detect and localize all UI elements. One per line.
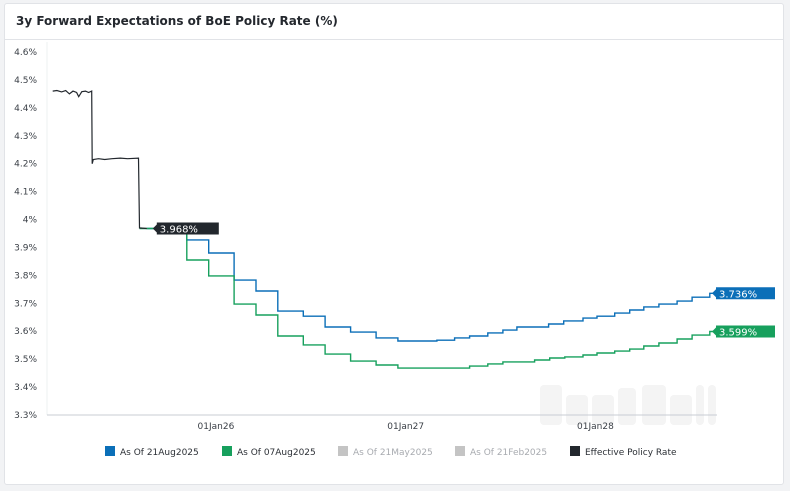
- legend-label: As Of 21May2025: [353, 448, 433, 458]
- watermark-logo-shape: [670, 395, 692, 425]
- x-tick-label: 01Jan28: [577, 422, 614, 432]
- end-label-07aug2025: 3.599%: [719, 328, 757, 339]
- series-line-4: [52, 89, 147, 230]
- y-tick-label: 3.9%: [14, 243, 37, 253]
- end-label-21aug2025: 3.736%: [719, 289, 757, 300]
- legend-item-0[interactable]: As Of 21Aug2025: [105, 446, 199, 458]
- legend-swatch: [338, 446, 348, 456]
- watermark-logo-shape: [592, 395, 614, 425]
- y-tick-label: 3.7%: [14, 299, 37, 309]
- watermark-logo-shape: [566, 395, 588, 425]
- y-tick-label: 4.1%: [14, 188, 37, 198]
- y-tick-label: 3.4%: [14, 383, 37, 393]
- x-tick-label: 01Jan27: [387, 422, 424, 432]
- legend-label: As Of 07Aug2025: [237, 448, 316, 458]
- series-line-0: [146, 227, 715, 342]
- legend-swatch: [105, 446, 115, 456]
- chart-card: 3y Forward Expectations of BoE Policy Ra…: [4, 3, 784, 485]
- legend-label: Effective Policy Rate: [585, 448, 677, 458]
- legend-swatch: [570, 446, 580, 456]
- end-label-effective-rate-box: [152, 222, 219, 235]
- legend-item-2[interactable]: As Of 21May2025: [338, 446, 433, 458]
- legend-swatch: [222, 446, 232, 456]
- legend-item-4[interactable]: Effective Policy Rate: [570, 446, 677, 458]
- y-tick-label: 4.5%: [14, 76, 37, 86]
- watermark-logo-shape: [618, 388, 636, 425]
- watermark-logo-shape: [540, 385, 562, 425]
- title-divider: [5, 39, 783, 40]
- legend-swatch: [455, 446, 465, 456]
- y-tick-label: 3.8%: [14, 271, 37, 281]
- y-tick-label: 3.3%: [14, 411, 37, 421]
- y-tick-label: 4.6%: [14, 48, 37, 58]
- y-tick-label: 3.6%: [14, 327, 37, 337]
- legend-item-1[interactable]: As Of 07Aug2025: [222, 446, 316, 458]
- chart-title: 3y Forward Expectations of BoE Policy Ra…: [16, 14, 338, 28]
- series-line-1: [139, 227, 715, 369]
- legend-label: As Of 21Feb2025: [470, 448, 547, 458]
- watermark-logo-shape: [708, 385, 716, 425]
- watermark-logo-shape: [642, 385, 666, 425]
- y-tick-label: 4.3%: [14, 132, 37, 142]
- end-label-07aug2025-box: [712, 325, 775, 338]
- end-label-21aug2025-box: [712, 287, 775, 300]
- end-label-effective-rate: 3.968%: [160, 224, 198, 235]
- legend-label: As Of 21Aug2025: [120, 448, 199, 458]
- x-tick-label: 01Jan26: [198, 422, 235, 432]
- y-tick-label: 4%: [23, 216, 38, 226]
- y-tick-label: 3.5%: [14, 355, 37, 365]
- legend-item-3[interactable]: As Of 21Feb2025: [455, 446, 547, 458]
- y-tick-label: 4.4%: [14, 104, 37, 114]
- y-tick-label: 4.2%: [14, 160, 37, 170]
- watermark-logo-shape: [696, 385, 704, 425]
